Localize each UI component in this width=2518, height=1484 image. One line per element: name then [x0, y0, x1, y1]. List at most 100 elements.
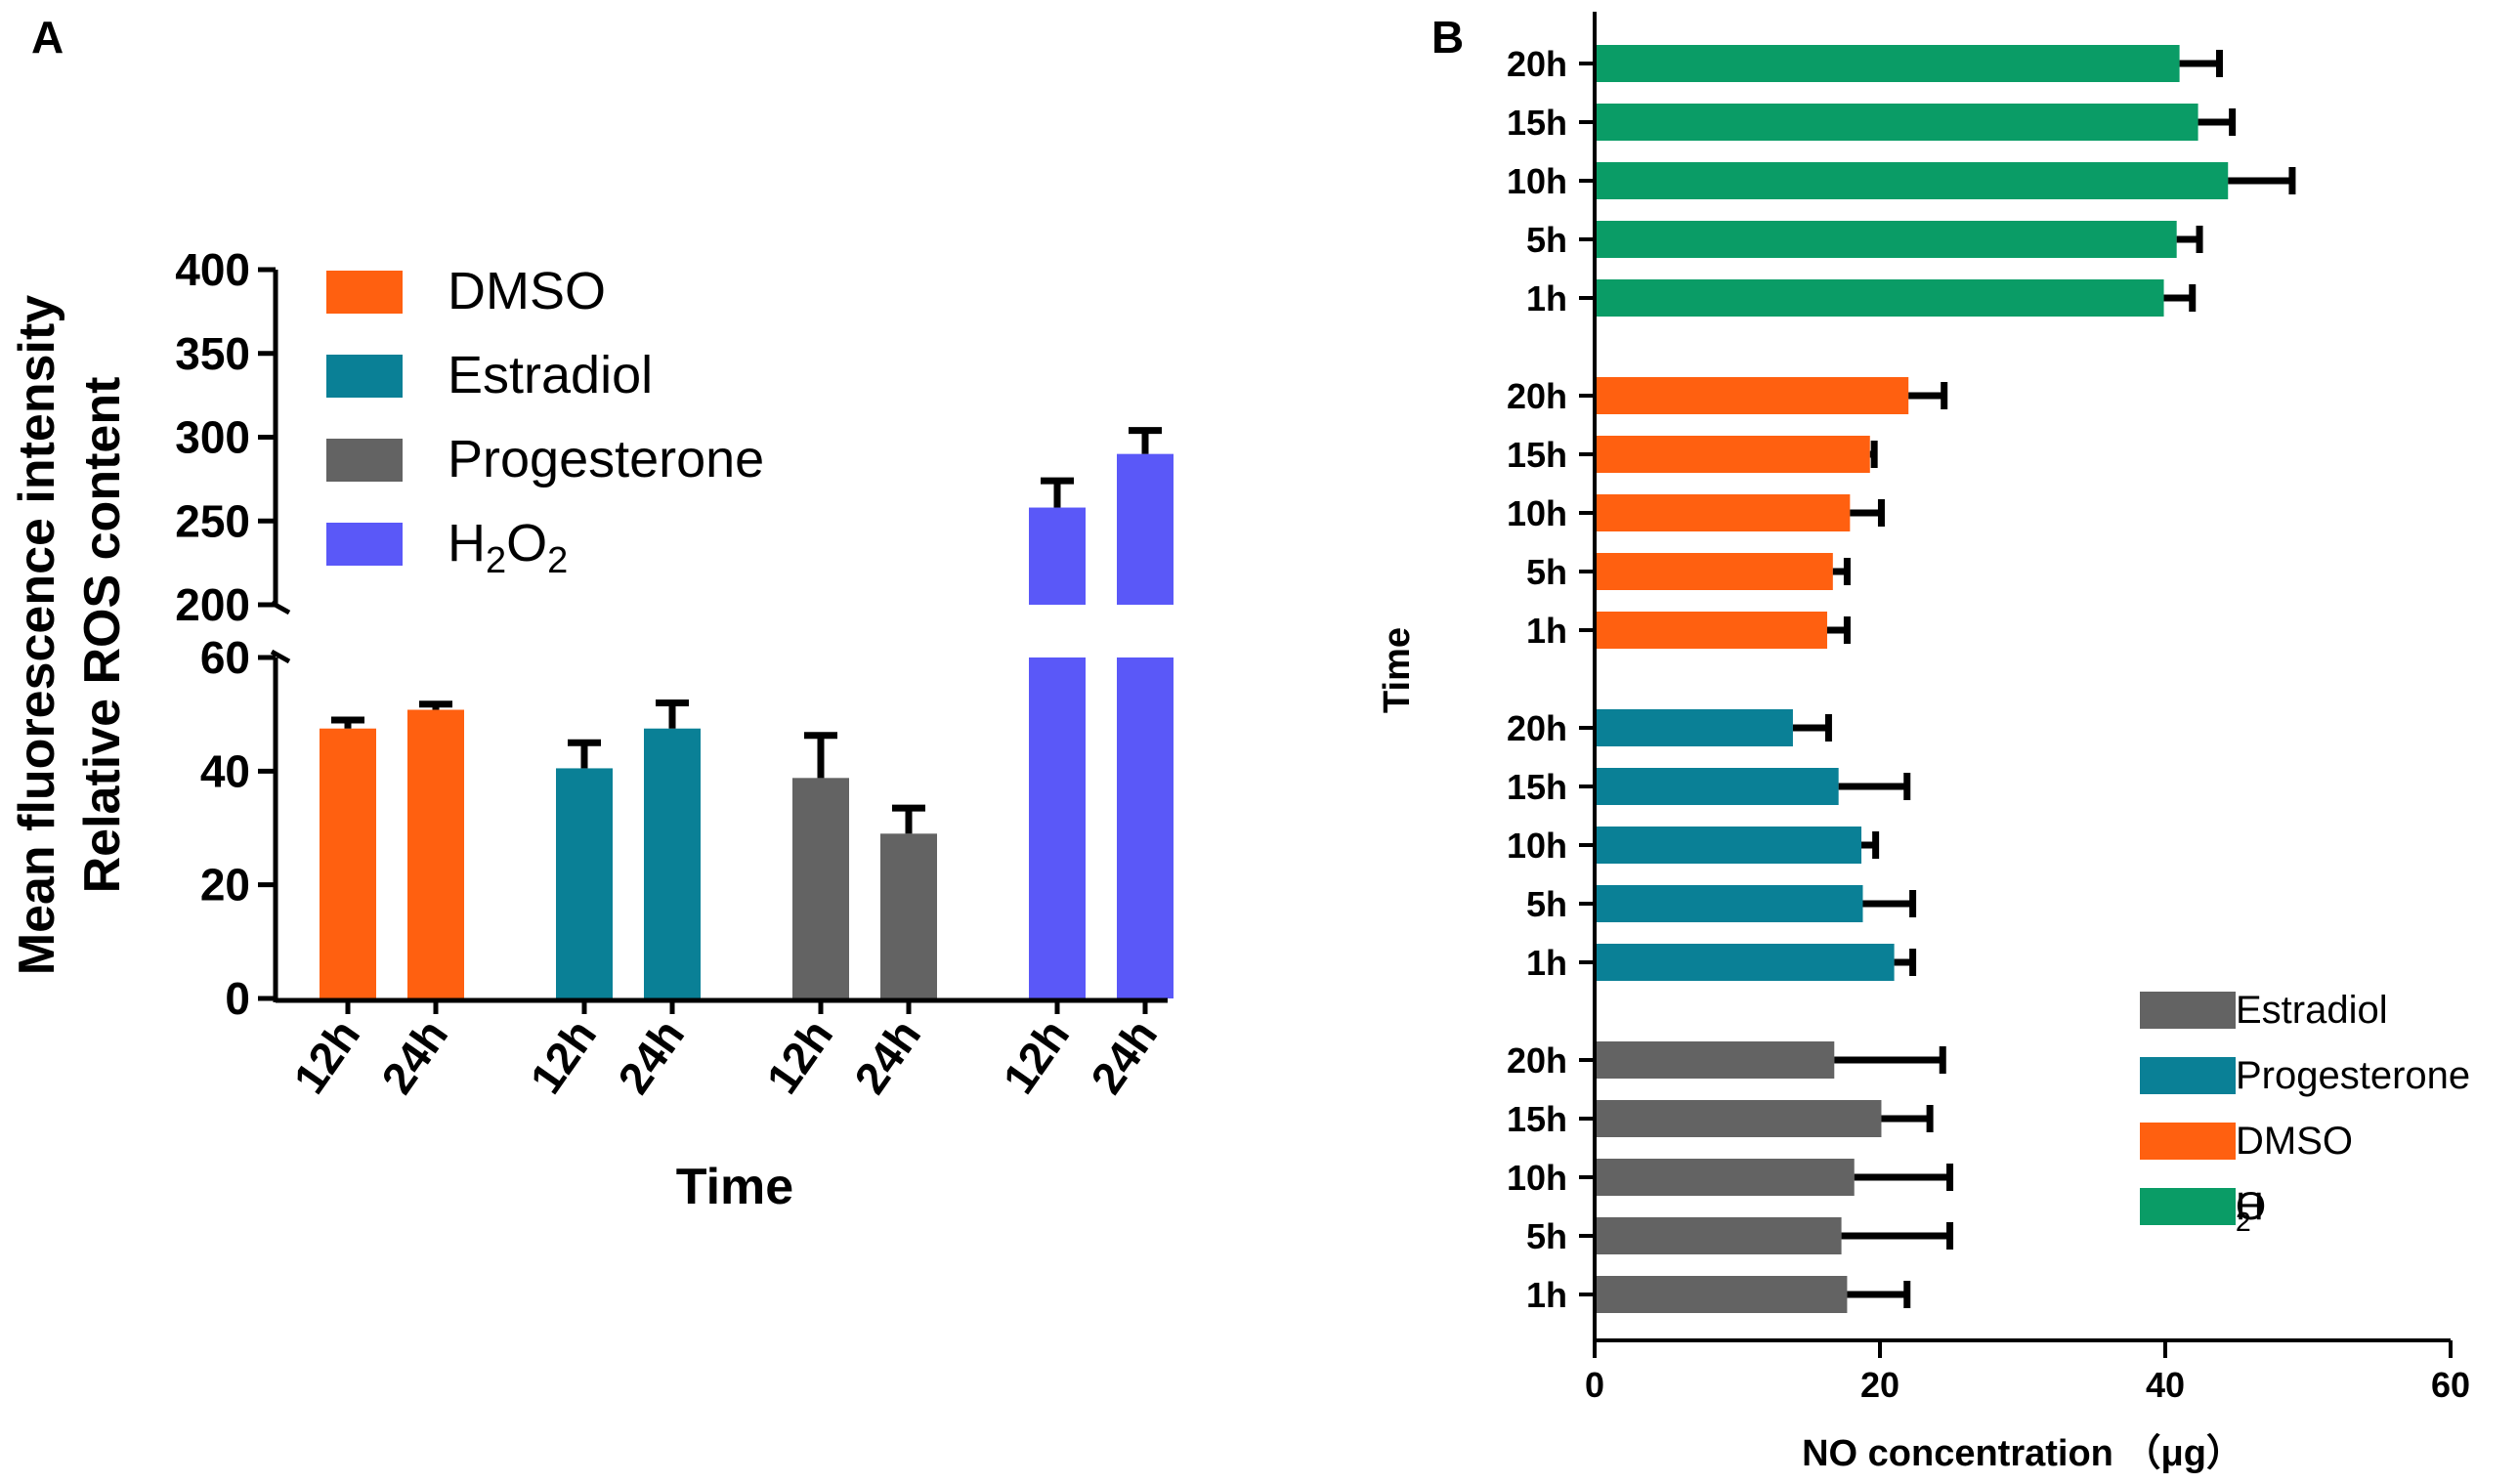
- legend-b-label-0: Estradiol: [2236, 989, 2388, 1032]
- yticklabel-b-1-3: 5h: [1526, 552, 1567, 592]
- yticklabel-a-upper-2: 300: [175, 412, 250, 463]
- yticklabel-b-0-3: 5h: [1526, 220, 1567, 260]
- yticklabel-b-2-0: 20h: [1507, 708, 1567, 748]
- bar-b-2-4: [1595, 944, 1895, 981]
- legend-b-label-3-part-2: O: [2236, 1185, 2266, 1228]
- yticklabel-b-1-4: 1h: [1526, 611, 1567, 651]
- yticklabel-b-0-2: 10h: [1507, 161, 1567, 201]
- bar-b-1-3: [1595, 553, 1833, 590]
- legend-b-swatch-1: [2140, 1057, 2236, 1094]
- xticklabel-a-3-1: 24h: [1081, 1010, 1167, 1103]
- bar-a-2-1: [880, 833, 937, 998]
- bar-b-0-2: [1595, 162, 2229, 199]
- bar-a-0-1: [407, 709, 464, 998]
- bar-a-3-0-lower: [1029, 657, 1086, 998]
- bar-b-3-0: [1595, 1041, 1835, 1079]
- xticklabel-a-1-1: 24h: [608, 1010, 694, 1103]
- legend-a-swatch-2: [326, 439, 403, 482]
- xticklabel-a-2-0: 12h: [756, 1010, 842, 1103]
- xticklabel-b-1: 20: [1860, 1365, 1899, 1405]
- panel-a-letter: A: [31, 12, 64, 63]
- yticklabel-b-2-1: 15h: [1507, 767, 1567, 807]
- legend-a-label-3-part-3: 2: [547, 540, 568, 581]
- ylabel-b: Time: [1377, 627, 1418, 713]
- bar-a-3-0-upper: [1029, 507, 1086, 605]
- yticklabel-b-2-3: 5h: [1526, 884, 1567, 924]
- bar-b-3-4: [1595, 1276, 1848, 1313]
- xlabel-a: Time: [676, 1159, 793, 1215]
- xticklabel-a-1-0: 12h: [520, 1010, 606, 1103]
- bar-a-1-0: [556, 768, 613, 998]
- bar-b-3-2: [1595, 1159, 1855, 1196]
- yticklabel-a-upper-1: 250: [175, 495, 250, 546]
- bar-a-3-1-upper: [1117, 453, 1174, 605]
- bar-b-1-1: [1595, 436, 1870, 473]
- bar-b-2-0: [1595, 709, 1793, 746]
- legend-b-label-3-part-0: H: [2236, 1185, 2264, 1228]
- yticklabel-a-upper-4: 400: [175, 244, 250, 295]
- legend-a-label-2: Progesterone: [448, 430, 764, 488]
- legend-b-label-3-part-3: 2: [2236, 1207, 2251, 1237]
- bar-b-1-2: [1595, 494, 1851, 531]
- yticklabel-b-3-0: 20h: [1507, 1040, 1567, 1081]
- yticklabel-b-1-0: 20h: [1507, 376, 1567, 416]
- bar-b-0-0: [1595, 45, 2180, 82]
- ylabel-a-line1: Mean fluorescence intensity: [9, 295, 65, 976]
- legend-b-label-1: Progesterone: [2236, 1054, 2470, 1097]
- bar-b-0-4: [1595, 279, 2164, 317]
- bar-b-3-1: [1595, 1100, 1882, 1137]
- yticklabel-a-lower-1: 20: [200, 860, 250, 911]
- legend-a-swatch-0: [326, 271, 403, 314]
- yticklabel-b-0-0: 20h: [1507, 44, 1567, 84]
- xticklabel-a-3-0: 12h: [993, 1010, 1079, 1103]
- bar-b-0-1: [1595, 104, 2198, 141]
- legend-b-label-2: DMSO: [2236, 1120, 2353, 1163]
- ylabel-a-line2: Relative ROS content: [74, 377, 131, 894]
- legend-b-label-3: H2O2: [2236, 1185, 2266, 1237]
- xticklabel-a-2-1: 24h: [844, 1010, 930, 1103]
- legend-a-swatch-1: [326, 355, 403, 398]
- legend-a-label-3: H2O2: [448, 514, 568, 581]
- bar-a-2-0: [792, 778, 849, 998]
- bar-a-3-1-lower: [1117, 657, 1174, 998]
- xticklabel-b-0: 0: [1585, 1365, 1604, 1405]
- legend-a-label-3-part-2: O: [506, 514, 547, 572]
- yticklabel-a-lower-0: 0: [225, 973, 250, 1024]
- legend-a-label-0: DMSO: [448, 262, 606, 320]
- yticklabel-b-1-2: 10h: [1507, 493, 1567, 533]
- yticklabel-b-3-1: 15h: [1507, 1099, 1567, 1139]
- bar-b-2-3: [1595, 885, 1863, 922]
- bar-b-2-1: [1595, 768, 1839, 805]
- legend-b-swatch-2: [2140, 1123, 2236, 1160]
- axis-break-lower: [270, 649, 291, 664]
- yticklabel-b-2-4: 1h: [1526, 943, 1567, 983]
- yticklabel-b-3-4: 1h: [1526, 1275, 1567, 1315]
- legend-a-label-3-part-0: H: [448, 514, 486, 572]
- yticklabel-a-lower-2: 40: [200, 745, 250, 796]
- bar-b-2-2: [1595, 827, 1862, 864]
- bar-a-0-0: [320, 728, 376, 998]
- yticklabel-a-upper-3: 350: [175, 328, 250, 379]
- bar-b-3-3: [1595, 1217, 1842, 1254]
- yticklabel-a-lower-3: 60: [200, 632, 250, 683]
- xticklabel-b-3: 60: [2431, 1365, 2470, 1405]
- legend-a-swatch-3: [326, 523, 403, 566]
- xticklabel-a-0-0: 12h: [283, 1010, 369, 1103]
- xlabel-b: NO concentration （μg）: [1802, 1433, 2243, 1474]
- panel-b-letter: B: [1431, 12, 1464, 63]
- yticklabel-a-upper-0: 200: [175, 579, 250, 630]
- legend-b-swatch-0: [2140, 992, 2236, 1029]
- yticklabel-b-1-1: 15h: [1507, 435, 1567, 475]
- bar-b-1-0: [1595, 377, 1909, 414]
- yticklabel-b-0-1: 15h: [1507, 103, 1567, 143]
- bar-b-1-4: [1595, 612, 1827, 649]
- yticklabel-b-2-2: 10h: [1507, 826, 1567, 866]
- xticklabel-b-2: 40: [2146, 1365, 2185, 1405]
- bar-a-1-1: [644, 728, 701, 998]
- yticklabel-b-3-2: 10h: [1507, 1158, 1567, 1198]
- legend-a-label-1: Estradiol: [448, 346, 653, 404]
- legend-a-label-3-part-1: 2: [486, 540, 506, 581]
- legend-b-swatch-3: [2140, 1188, 2236, 1225]
